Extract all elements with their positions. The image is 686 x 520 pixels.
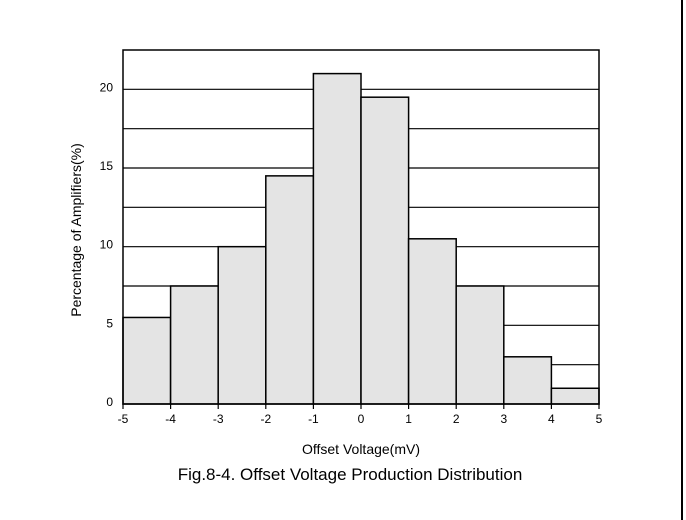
y-tick-label: 15 — [100, 159, 114, 173]
x-tick-label: 0 — [358, 412, 365, 426]
y-tick-label: 5 — [106, 316, 113, 330]
histogram-bar — [169, 285, 219, 405]
figure-caption: Fig.8-4. Offset Voltage Production Distr… — [178, 465, 523, 484]
x-tick-label: 3 — [500, 412, 507, 426]
histogram-bar — [407, 238, 457, 405]
x-axis-label: Offset Voltage(mV) — [302, 441, 420, 457]
x-tick-label: -3 — [213, 412, 224, 426]
x-tick-label: -4 — [165, 412, 176, 426]
histogram-bar — [265, 175, 315, 405]
histogram-bar — [503, 356, 553, 405]
page-edge-line — [681, 0, 683, 520]
x-tick-label: -2 — [260, 412, 271, 426]
bars-layer — [122, 72, 600, 405]
x-tick-label: 1 — [405, 412, 412, 426]
x-tick-label: 2 — [453, 412, 460, 426]
y-tick-label: 10 — [100, 238, 114, 252]
histogram-bar — [122, 316, 172, 405]
y-tick-label: 0 — [106, 395, 113, 409]
y-tick-label: 20 — [100, 80, 114, 94]
histogram-bar — [455, 285, 505, 405]
histogram-bar — [312, 72, 362, 405]
x-tick-label: -1 — [308, 412, 319, 426]
x-tick-label: -5 — [118, 412, 129, 426]
y-axis-label: Percentage of Amplifiers(%) — [68, 143, 84, 317]
plot-frame — [122, 49, 600, 405]
histogram-bar — [360, 96, 410, 405]
histogram-bar — [217, 245, 267, 405]
x-tick-label: 4 — [548, 412, 555, 426]
ticks-layer: -5 -4 -3 -2 -1 0 1 2 3 4 5 0 5 10 15 20 — [100, 80, 603, 426]
x-tick-label: 5 — [596, 412, 603, 426]
histogram-bar — [550, 387, 600, 405]
